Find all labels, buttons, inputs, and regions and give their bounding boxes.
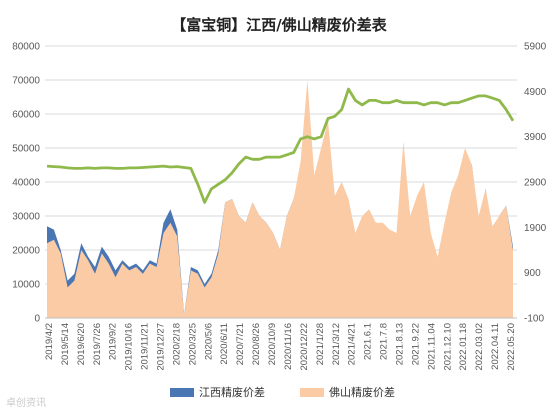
x-axis-tick-label: 2021.9.22 xyxy=(410,323,421,365)
x-axis-tick-label: 2022.04.11 xyxy=(490,323,501,370)
right-axis-tick-label: 1900 xyxy=(524,223,547,234)
x-axis-tick-label: 2022.01.18 xyxy=(458,323,469,371)
right-axis-tick-label: -100 xyxy=(524,314,544,325)
legend-label-jiangxi: 江西精废价差 xyxy=(199,386,265,399)
area-series-佛山精废价差 xyxy=(47,80,513,318)
x-axis-tick-label: 2020/10/9 xyxy=(267,323,278,365)
x-axis-tick-label: 2022.05.20 xyxy=(506,323,517,371)
x-axis-tick-label: 2019/10/16 xyxy=(124,323,135,371)
x-axis-tick-label: 2020/11/16 xyxy=(283,323,294,370)
left-axis-tick-label: 20000 xyxy=(12,246,40,257)
line-series-right xyxy=(46,87,515,204)
left-axis-tick-label: 10000 xyxy=(12,280,40,291)
left-axis-tick-label: 60000 xyxy=(12,110,40,121)
x-axis-tick-label: 2021.6.1 xyxy=(363,323,374,360)
right-axis-tick-label: 4900 xyxy=(524,87,547,98)
legend-item-jiangxi: 江西精废价差 xyxy=(170,384,265,400)
x-axis-tick-label: 2021.8.13 xyxy=(395,323,406,365)
legend-swatch-jiangxi xyxy=(170,387,194,397)
x-axis-tick-label: 2019/6/20 xyxy=(76,323,87,365)
x-axis-tick-label: 2019/11/21 xyxy=(140,323,151,370)
left-axis-tick-label: 80000 xyxy=(12,42,40,53)
x-axis-tick-label: 2019/7/26 xyxy=(92,323,103,365)
x-axis-tick-label: 2019/9/2 xyxy=(108,323,119,360)
x-axis-tick-label: 2021.7.8 xyxy=(379,323,390,360)
right-axis-tick-label: 2900 xyxy=(524,178,547,189)
x-axis-tick-label: 2020/2/18 xyxy=(171,323,182,365)
watermark-text: 卓创资讯 xyxy=(6,398,46,409)
x-axis-tick-label: 2020/6/11 xyxy=(219,323,230,365)
right-axis-tick-label: 900 xyxy=(524,268,541,279)
chart-legend: 江西精废价差 佛山精废价差 xyxy=(0,384,558,400)
left-axis-tick-label: 30000 xyxy=(12,212,40,223)
left-axis-tick-label: 70000 xyxy=(12,76,40,87)
x-axis-tick-label: 2021/1/28 xyxy=(315,323,326,365)
x-axis-tick-label: 2019/4/2 xyxy=(44,323,55,360)
x-axis-tick-label: 2021/3/12 xyxy=(331,323,342,365)
left-axis-tick-label: 0 xyxy=(34,314,40,325)
x-axis-tick-label: 2021/4/21 xyxy=(347,323,358,365)
x-axis-tick-label: 2022.03.02 xyxy=(474,323,485,371)
chart-title: 【富宝铜】江西/佛山精废价差表 xyxy=(171,16,387,34)
legend-item-foshan: 佛山精废价差 xyxy=(300,384,395,400)
right-axis-tick-label: 5900 xyxy=(524,42,547,53)
right-axis-tick-label: 3900 xyxy=(524,132,547,143)
x-axis-tick-label: 2020/7/21 xyxy=(235,323,246,365)
x-axis-tick-label: 2021.11.04 xyxy=(426,323,437,370)
left-axis-tick-label: 40000 xyxy=(12,178,40,189)
left-axis-tick-label: 50000 xyxy=(12,144,40,155)
x-axis-tick-label: 2020/3/25 xyxy=(187,323,198,365)
x-axis-tick-label: 2020/12/22 xyxy=(299,323,310,371)
x-axis-tick-label: 2020/5/6 xyxy=(203,323,214,360)
x-axis-tick-label: 2021.12.10 xyxy=(442,323,453,371)
legend-label-foshan: 佛山精废价差 xyxy=(329,386,395,399)
x-axis-tick-label: 2019/5/14 xyxy=(60,323,71,365)
x-axis-tick-label: 2019/12/27 xyxy=(156,323,167,371)
legend-swatch-foshan xyxy=(300,387,324,397)
x-axis-tick-label: 2020/8/26 xyxy=(251,323,262,365)
